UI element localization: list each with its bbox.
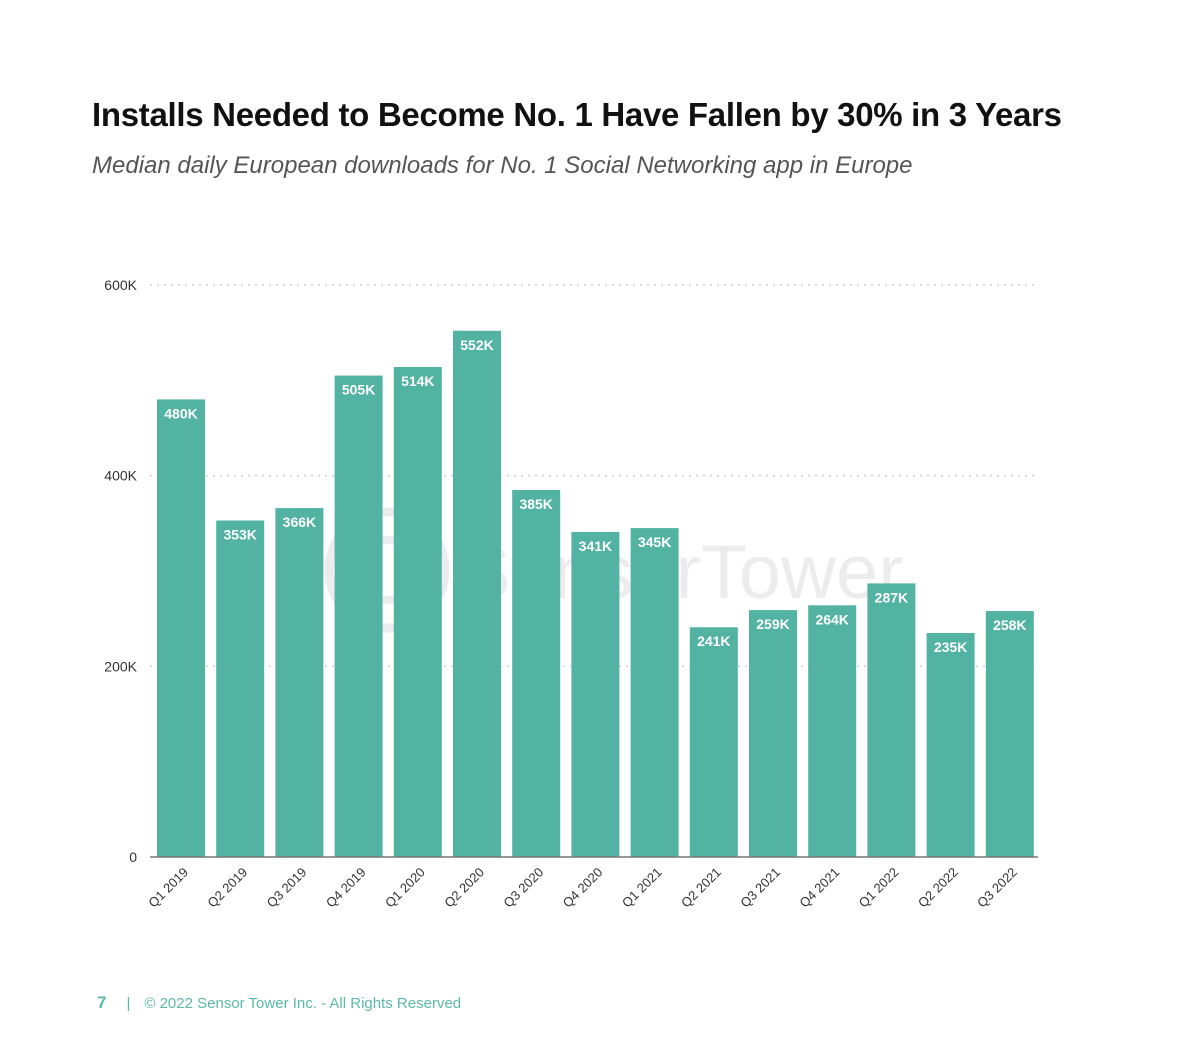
x-tick-label: Q2 2021 [678, 865, 724, 911]
y-tick-label: 0 [129, 849, 137, 865]
data-label: 353K [223, 526, 256, 542]
x-tick-label: Q2 2019 [204, 865, 250, 911]
x-tick-label: Q2 2020 [441, 865, 487, 911]
data-label: 480K [164, 405, 197, 421]
bar [867, 583, 916, 857]
data-label: 264K [815, 611, 848, 627]
data-label: 241K [697, 633, 730, 649]
bar [630, 528, 679, 857]
data-label: 366K [283, 514, 316, 530]
bar [689, 627, 738, 857]
bar [275, 508, 324, 857]
x-tick-label: Q4 2019 [323, 865, 369, 911]
data-label: 552K [460, 337, 493, 353]
bar [808, 605, 857, 857]
bar [393, 366, 442, 857]
bar [334, 375, 383, 857]
data-label: 341K [579, 538, 612, 554]
bar [157, 399, 205, 857]
x-tick-label: Q1 2022 [856, 865, 902, 911]
data-label: 259K [756, 616, 789, 632]
x-tick-label: Q1 2019 [145, 865, 191, 911]
y-tick-label: 600K [104, 277, 137, 293]
bar [749, 610, 797, 857]
data-label: 345K [638, 534, 671, 550]
bar [216, 520, 265, 857]
x-tick-label: Q1 2021 [619, 865, 665, 911]
x-tick-label: Q2 2022 [915, 865, 961, 911]
x-tick-label: Q1 2020 [382, 865, 428, 911]
x-tick-label: Q3 2022 [974, 865, 1020, 911]
bar [571, 531, 620, 857]
x-tick-label: Q3 2019 [264, 865, 310, 911]
footer-separator: | [126, 994, 131, 1012]
data-label: 385K [519, 496, 552, 512]
x-tick-label: Q4 2021 [796, 865, 842, 911]
copyright-text: © 2022 Sensor Tower Inc. - All Rights Re… [144, 994, 462, 1012]
data-label: 235K [934, 639, 967, 655]
y-tick-label: 200K [104, 658, 137, 674]
data-label: 287K [875, 589, 908, 605]
data-label: 258K [993, 617, 1026, 633]
bar [926, 632, 975, 857]
data-label: 514K [401, 373, 434, 389]
x-tick-label: Q3 2021 [737, 865, 783, 911]
footer: 7 | © 2022 Sensor Tower Inc. - All Right… [97, 993, 461, 1013]
x-tick-label: Q4 2020 [560, 865, 606, 911]
y-tick-label: 400K [104, 468, 137, 484]
chart-title: Installs Needed to Become No. 1 Have Fal… [92, 96, 1062, 133]
x-tick-label: Q3 2020 [500, 865, 546, 911]
bar [985, 611, 1034, 857]
data-label: 505K [342, 382, 375, 398]
bar [512, 489, 561, 857]
chart-subtitle: Median daily European downloads for No. … [92, 152, 913, 179]
bar [453, 330, 501, 857]
page-number: 7 [97, 993, 107, 1012]
